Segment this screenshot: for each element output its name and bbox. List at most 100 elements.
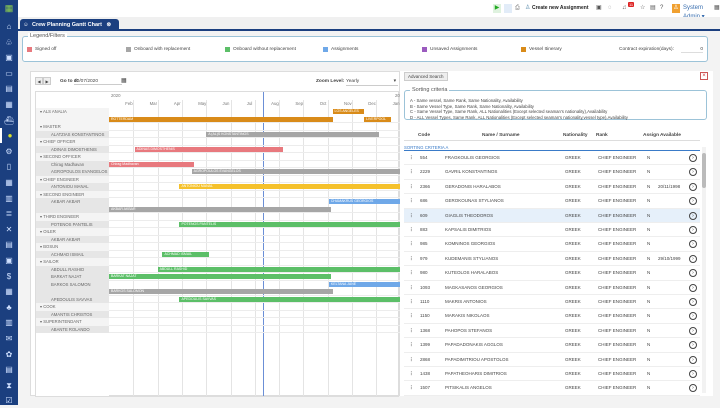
column-header[interactable]: Nationality <box>563 133 588 138</box>
calendar-icon[interactable]: ▦ <box>121 78 127 84</box>
legend-item[interactable]: Vessel Itinerary <box>521 47 562 52</box>
open-arrow-icon[interactable]: › <box>689 197 697 206</box>
row-menu-icon[interactable]: ⋮ <box>409 198 414 204</box>
table-row[interactable]: ⋮ 2868 PAPADIMITRIOU APOSTOLOS GREEK CHIEF E… <box>404 353 700 367</box>
crew-row[interactable]: BARKOS SALOMON <box>36 280 109 296</box>
gantt-bar[interactable]: POTENOS PANTELIS <box>179 221 400 227</box>
chat-icon[interactable]: ◌ <box>608 5 612 11</box>
print-icon[interactable]: ⎙ <box>515 5 520 11</box>
home-icon[interactable]: ⌂ <box>6 22 12 31</box>
column-header[interactable]: Assign <box>643 133 659 138</box>
crew-row[interactable]: ABANTE ROLANDO <box>36 325 109 333</box>
calendar-check-icon[interactable]: ▣ <box>596 5 602 11</box>
tab-crew-planning-gantt[interactable]: ☺ Crew Planning Gantt Chart ⊗ <box>20 19 120 31</box>
open-arrow-icon[interactable]: › <box>689 168 697 177</box>
contract-expiration-input[interactable]: 0 <box>681 47 703 53</box>
chart-icon[interactable]: ▤ <box>5 84 13 94</box>
row-menu-icon[interactable]: ⋮ <box>409 255 414 261</box>
table-row[interactable]: ⋮ 2229 GAVRIL KONSTANTINOS GREEK CHIEF ENGIN… <box>404 165 700 180</box>
crew-row[interactable]: ACHMAD ISMAIL <box>36 250 109 258</box>
row-menu-icon[interactable]: ⋮ <box>409 371 414 376</box>
money-icon[interactable]: ▭ <box>5 68 13 78</box>
rank-group-row[interactable]: ▾ SECOND ENGINEER <box>36 190 109 198</box>
open-arrow-icon[interactable]: › <box>689 182 697 191</box>
crew-row[interactable]: BARKAT NAJAT <box>36 273 109 281</box>
table-row[interactable]: ⋮ 883 KAPSALIS DIMITRIOS GREEK CHIEF ENGINEE… <box>404 223 700 238</box>
open-arrow-icon[interactable]: › <box>689 240 697 249</box>
gantt-bar[interactable]: LIVERPOOL <box>364 116 391 122</box>
row-menu-icon[interactable]: ⋮ <box>409 356 414 362</box>
table-row[interactable]: ⋮ 1438 PAPATHEOHARIS DIMITRIOS GREEK CHIEF E… <box>404 367 700 382</box>
rank-group-row[interactable]: ▾ CHIEF ENGINEER <box>36 175 109 183</box>
rank-group-row[interactable]: ▾ MASTER <box>36 123 109 131</box>
column-header[interactable]: Code <box>418 133 430 138</box>
checklist-icon[interactable]: ☑ <box>5 396 13 406</box>
settings-icon[interactable]: ✿ <box>5 349 13 359</box>
row-menu-icon[interactable]: ⋮ <box>409 299 414 304</box>
scrollbar[interactable] <box>702 147 706 393</box>
row-menu-icon[interactable]: ⋮ <box>409 327 414 333</box>
collapse-icon[interactable]: ▾ <box>40 244 44 249</box>
calculator-icon[interactable]: ▦ <box>5 287 13 297</box>
calendar-icon[interactable]: ▤ <box>5 365 13 375</box>
scrollbar-thumb[interactable] <box>702 153 706 188</box>
close-tab-icon[interactable]: ⊗ <box>106 22 112 28</box>
book-icon[interactable]: ▥ <box>5 318 13 328</box>
open-arrow-icon[interactable]: › <box>689 154 697 162</box>
rank-group-row[interactable]: ▾ OILER <box>36 228 109 236</box>
column-header[interactable]: Name / Surname <box>482 133 520 138</box>
gantt-bar[interactable]: KELTANA JANE <box>328 281 400 287</box>
gantt-bar[interactable]: AGROPOULOS EVANGELOS <box>191 169 400 174</box>
gantt-bar[interactable]: BARKAT NAJAT <box>109 274 332 279</box>
open-arrow-icon[interactable]: › <box>689 341 697 350</box>
collapse-icon[interactable]: ▾ <box>40 191 44 197</box>
hourglass-icon[interactable]: ⧗ <box>6 380 12 390</box>
open-arrow-icon[interactable]: › <box>689 384 697 393</box>
play-icon[interactable]: ▶ <box>493 4 501 13</box>
legend-item[interactable]: Onboard without replacement <box>225 47 296 52</box>
row-menu-icon[interactable]: ⋮ <box>409 155 414 160</box>
table-row[interactable]: ⋮ 985 KOMNINOS GEORGIOS GREEK CHIEF ENGINEER… <box>404 237 700 252</box>
apps-grid-icon[interactable]: ▦ <box>0 0 18 17</box>
table-row[interactable]: ⋮ 1507 PITSIKALIS ANGELOS GREEK CHIEF ENGINE… <box>404 381 700 396</box>
gantt-bar[interactable]: BARKOS SALOMON <box>109 289 333 294</box>
table-row[interactable]: ⋮ 980 KUTEOLOS HARALABOS GREEK CHIEF ENGINEE… <box>404 266 700 281</box>
collapse-icon[interactable]: ▾ <box>40 259 44 264</box>
crew-row[interactable]: AKBAR AKBAR <box>36 198 109 213</box>
open-arrow-icon[interactable]: › <box>689 226 697 234</box>
open-arrow-icon[interactable]: › <box>689 355 697 364</box>
column-header[interactable]: Available <box>660 133 681 138</box>
collapse-icon[interactable]: ▾ <box>40 229 44 234</box>
gantt-bar[interactable]: LOS ANGELES <box>332 109 365 114</box>
row-menu-icon[interactable]: ⋮ <box>409 169 414 175</box>
user-icon[interactable]: ♙ <box>525 5 531 11</box>
help-icon[interactable]: ? <box>660 5 664 11</box>
building-icon[interactable]: ▦ <box>5 100 13 109</box>
database-icon[interactable]: ≣ <box>5 209 13 219</box>
gantt-bar[interactable]: AKBAR AKBAR <box>109 206 332 212</box>
avatar[interactable]: ♙ <box>672 4 680 13</box>
next-button[interactable]: ▶ <box>43 77 51 85</box>
open-arrow-icon[interactable]: › <box>689 326 697 335</box>
table-row[interactable]: ⋮ 979 KUDEMANIS STYLIANOS GREEK CHIEF ENGINE… <box>404 252 700 267</box>
prev-button[interactable]: ◀ <box>35 77 43 85</box>
user-circle-icon[interactable]: ● <box>0 128 18 144</box>
row-menu-icon[interactable]: ⋮ <box>409 270 414 276</box>
close-icon[interactable]: × <box>700 72 708 80</box>
cogs-icon[interactable]: ⚙ <box>5 146 13 156</box>
crew-row[interactable]: APEDOULIS SAVVAS <box>36 295 109 303</box>
mail-icon[interactable]: ✉ <box>5 334 13 343</box>
legend-item[interactable]: Signed off <box>27 47 57 52</box>
crew-row[interactable]: AKBAR AKBAR <box>36 235 109 243</box>
id-card-icon[interactable]: ▣ <box>5 53 13 63</box>
gantt-bar[interactable]: CHAMAKRUS GEORGIOS <box>328 199 400 204</box>
crew-row[interactable]: AGROPOULOS EVANGELOS <box>36 168 109 176</box>
collapse-icon[interactable]: ▾ <box>40 304 44 309</box>
advanced-search-button[interactable]: Advanced Search <box>404 72 448 81</box>
crew-row[interactable]: Chirag Madhavan <box>36 160 109 168</box>
gantt-bar[interactable]: APEDOULIS SAVVAS <box>179 296 400 302</box>
row-menu-icon[interactable]: ⋮ <box>409 342 414 348</box>
row-menu-icon[interactable]: ⋮ <box>409 284 414 290</box>
row-menu-icon[interactable]: ⋮ <box>409 212 414 218</box>
rank-group-row[interactable]: ▾ SECOND OFFICER <box>36 153 109 161</box>
